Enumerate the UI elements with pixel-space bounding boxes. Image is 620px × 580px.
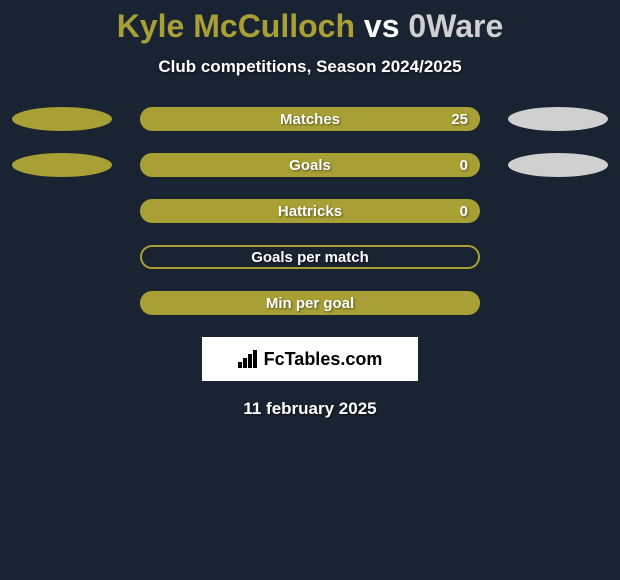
stat-label: Matches (280, 111, 340, 128)
stat-label: Min per goal (266, 295, 354, 312)
stat-label: Goals (289, 157, 331, 174)
stat-value: 25 (451, 111, 468, 128)
player1-ellipse-icon (12, 153, 112, 177)
stat-value: 0 (460, 203, 468, 220)
spacer (508, 291, 608, 315)
logo: FcTables.com (238, 349, 383, 370)
spacer (12, 199, 112, 223)
stat-bar-min-per-goal: Min per goal (140, 291, 480, 315)
stat-value: 0 (460, 157, 468, 174)
stat-row: Matches 25 (0, 107, 620, 131)
spacer (12, 245, 112, 269)
stat-rows: Matches 25 Goals 0 Hattricks 0 Goal (0, 107, 620, 315)
infographic-container: Kyle McCulloch vs 0Ware Club competition… (0, 0, 620, 419)
stat-bar-goals-per-match: Goals per match (140, 245, 480, 269)
player2-ellipse-icon (508, 107, 608, 131)
date-text: 11 february 2025 (0, 399, 620, 419)
player2-name: 0Ware (408, 8, 503, 44)
subtitle: Club competitions, Season 2024/2025 (0, 57, 620, 77)
bar-chart-icon (238, 350, 260, 368)
spacer (12, 291, 112, 315)
stat-row: Min per goal (0, 291, 620, 315)
logo-text: FcTables.com (264, 349, 383, 370)
stat-bar-hattricks: Hattricks 0 (140, 199, 480, 223)
stat-row: Hattricks 0 (0, 199, 620, 223)
stat-row: Goals per match (0, 245, 620, 269)
stat-label: Goals per match (251, 249, 369, 266)
stat-row: Goals 0 (0, 153, 620, 177)
player2-ellipse-icon (508, 153, 608, 177)
player1-name: Kyle McCulloch (117, 8, 355, 44)
comparison-title: Kyle McCulloch vs 0Ware (0, 8, 620, 45)
stat-label: Hattricks (278, 203, 342, 220)
spacer (508, 245, 608, 269)
logo-box: FcTables.com (202, 337, 418, 381)
spacer (508, 199, 608, 223)
player1-ellipse-icon (12, 107, 112, 131)
vs-text: vs (364, 8, 400, 44)
stat-bar-matches: Matches 25 (140, 107, 480, 131)
stat-bar-goals: Goals 0 (140, 153, 480, 177)
